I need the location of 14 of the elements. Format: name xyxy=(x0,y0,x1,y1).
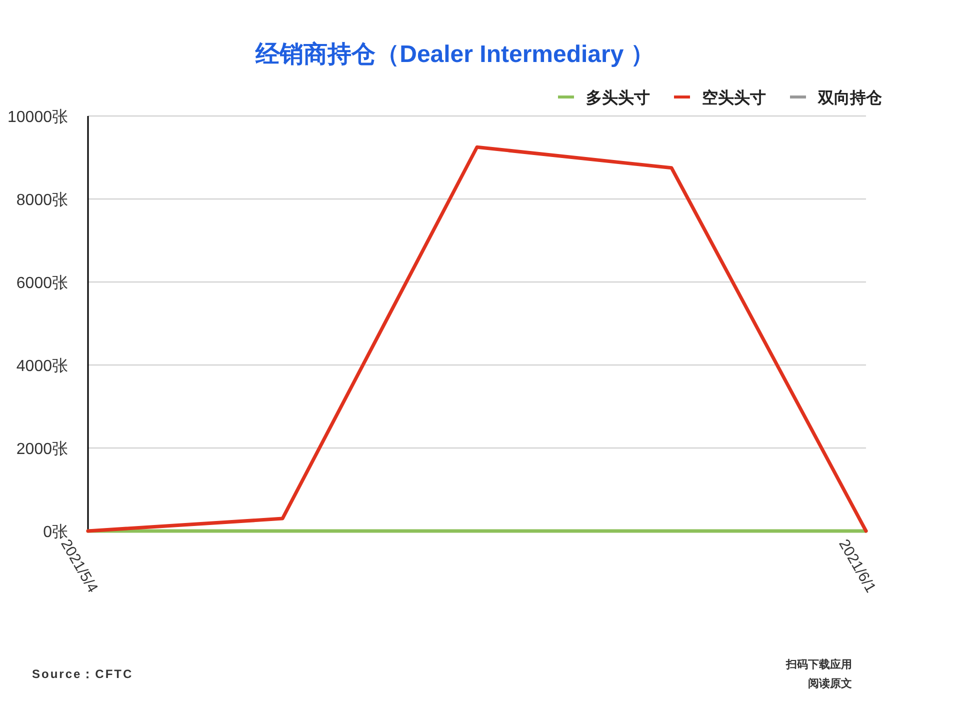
y-tick-label: 6000张 xyxy=(16,274,68,292)
y-tick-label: 2000张 xyxy=(16,440,68,458)
y-tick-label: 4000张 xyxy=(16,357,68,375)
text: 阅读原文 xyxy=(808,677,852,690)
legend-label: 空头头寸 xyxy=(702,89,766,107)
text: 扫码下载应用 xyxy=(785,658,852,671)
legend-label: 双向持仓 xyxy=(817,89,883,107)
source-note: Source：CFTC xyxy=(32,667,134,681)
chart-title: 经销商持仓（Dealer Intermediary ） xyxy=(254,41,654,68)
y-tick-label: 0张 xyxy=(43,523,68,541)
legend-label: 多头头寸 xyxy=(586,89,650,107)
line-series xyxy=(86,145,868,533)
y-tick-label: 8000张 xyxy=(16,191,68,209)
y-tick-label: 10000张 xyxy=(8,108,68,126)
